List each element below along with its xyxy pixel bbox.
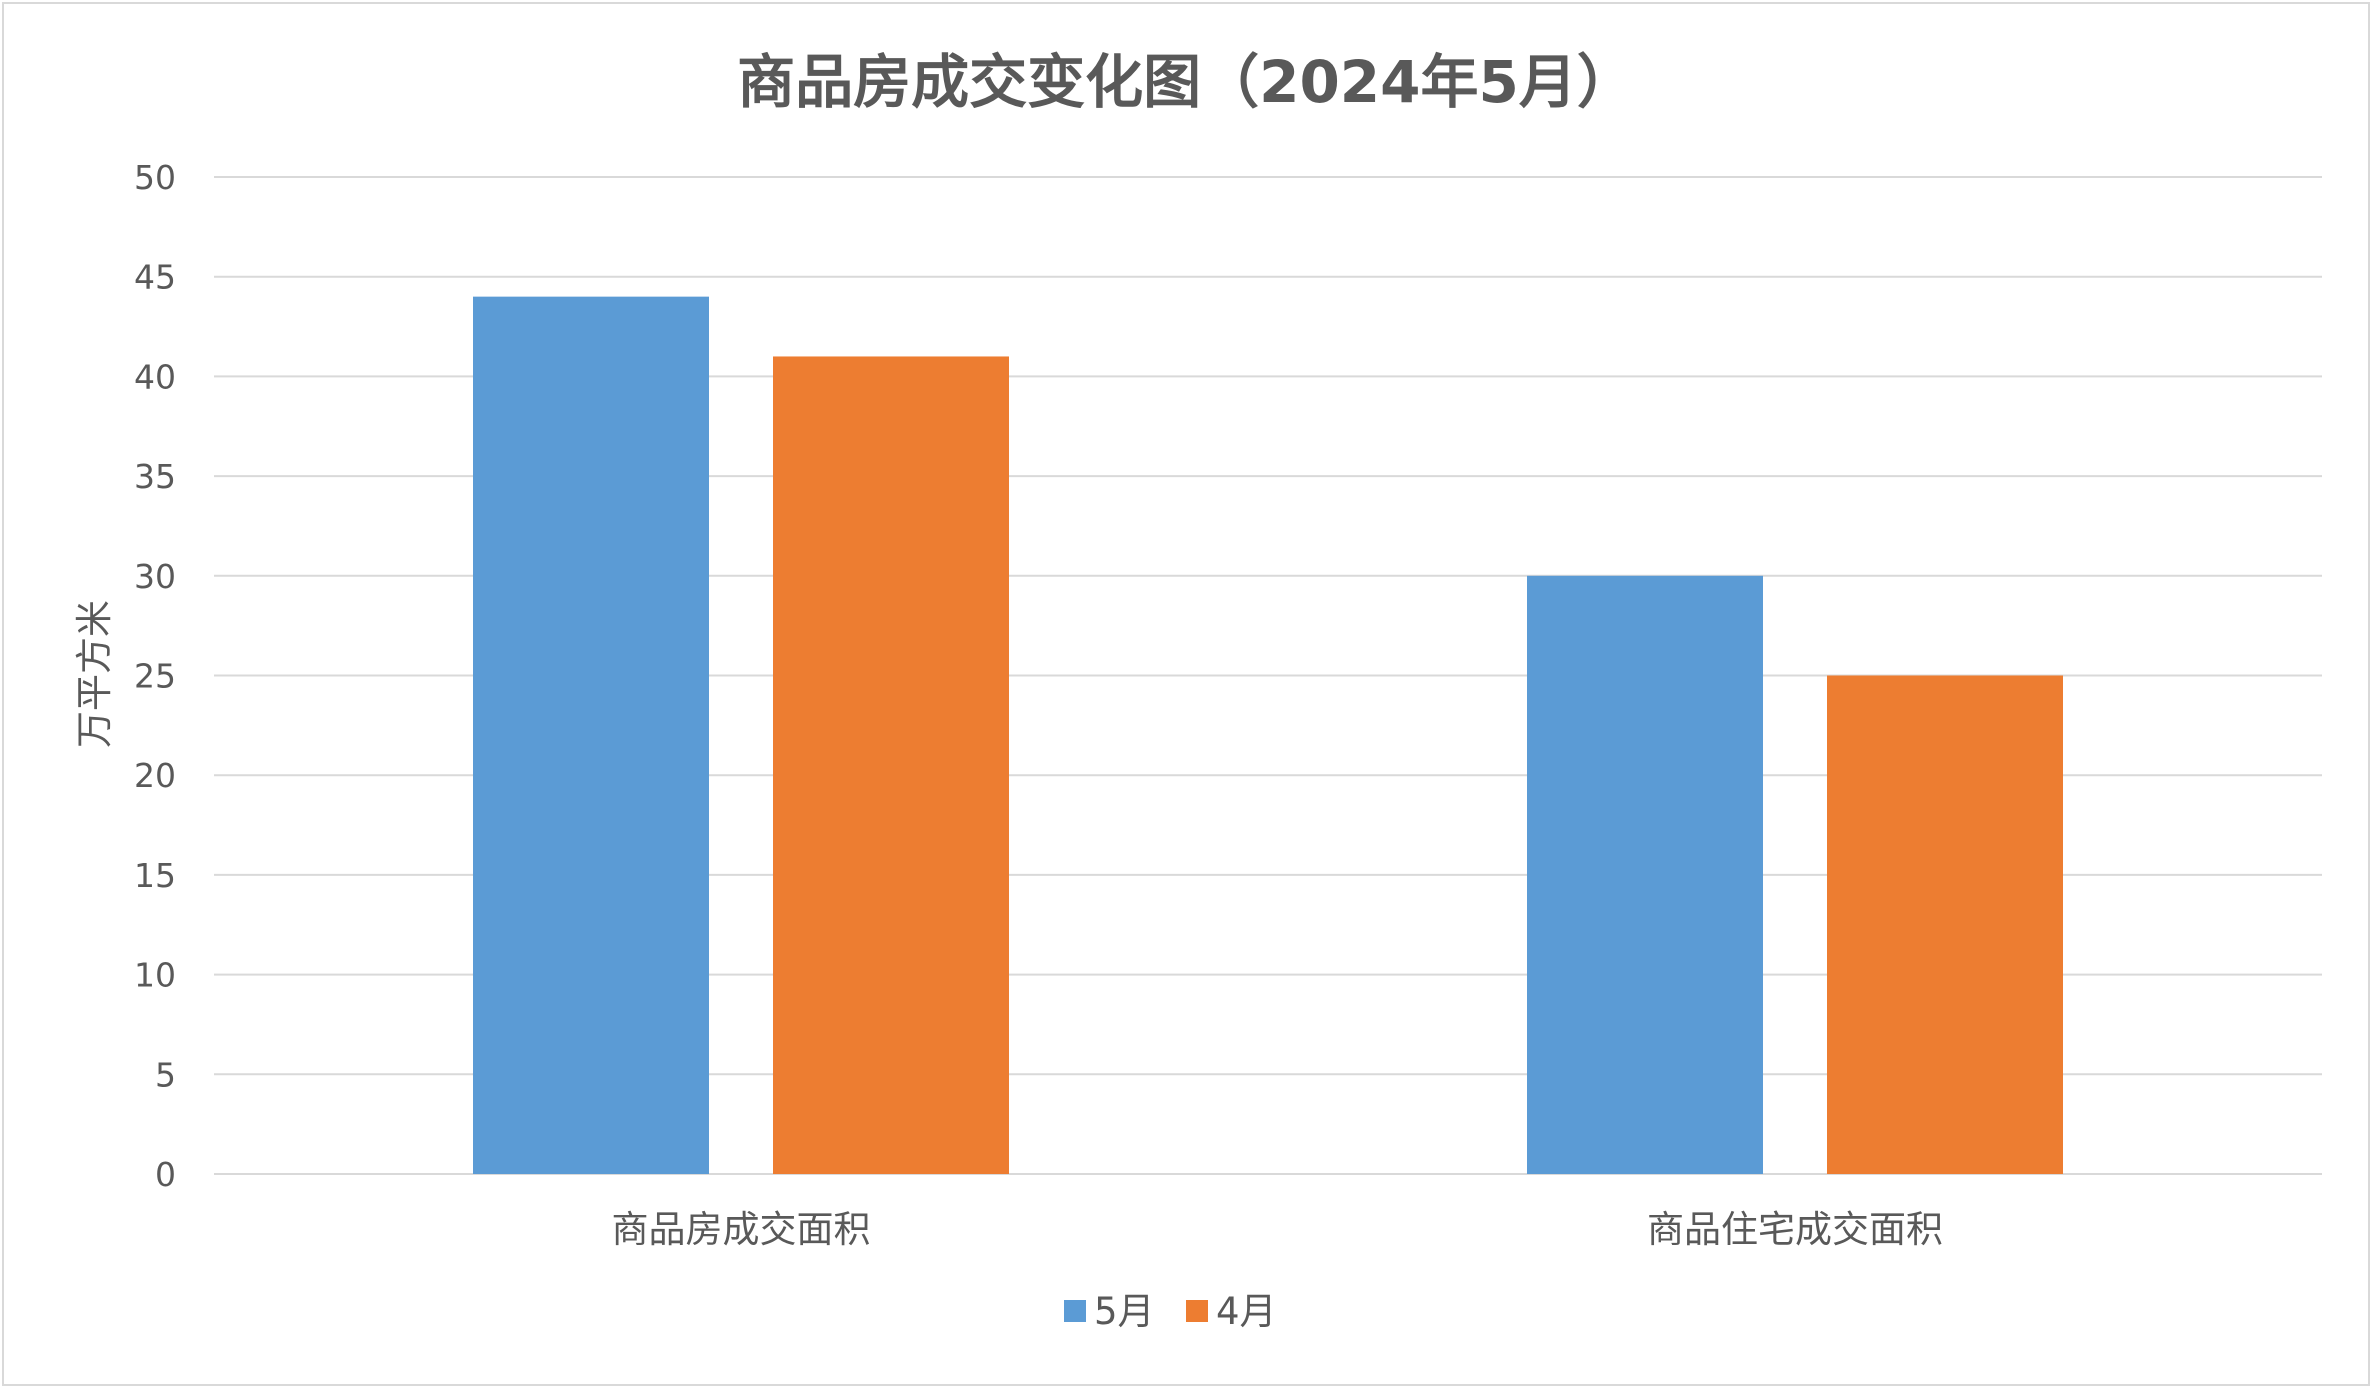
bars [473, 296, 2063, 1175]
bar-chart: 商品房成交变化图（2024年5月） 万平方米 0 5 10 15 20 25 30 35 40 4… [73, 48, 2322, 1333]
y-tick-label: 35 [134, 457, 176, 496]
bar-2-2 [1827, 675, 2063, 1174]
y-tick-label: 45 [134, 258, 176, 297]
legend-swatch [1186, 1300, 1208, 1322]
bar-2-1 [773, 356, 1009, 1175]
y-tick-label: 5 [155, 1055, 176, 1094]
legend-label: 4月 [1216, 1290, 1277, 1333]
legend-swatch [1064, 1300, 1086, 1322]
y-tick-label: 15 [134, 856, 176, 895]
y-tick-label: 50 [134, 158, 176, 197]
y-axis-ticks: 0 5 10 15 20 25 30 35 40 45 50 [134, 158, 176, 1194]
x-axis-categories: 商品房成交面积 商品住宅成交面积 [612, 1208, 1944, 1251]
bar-1-2 [1527, 575, 1763, 1174]
chart-title: 商品房成交变化图（2024年5月） [737, 48, 1635, 116]
y-tick-label: 25 [134, 657, 176, 696]
y-tick-label: 40 [134, 357, 176, 396]
legend: 5月 4月 [1064, 1290, 1277, 1333]
x-category-label: 商品住宅成交面积 [1647, 1208, 1943, 1251]
y-tick-label: 30 [134, 557, 176, 596]
y-tick-label: 10 [134, 956, 176, 995]
legend-label: 5月 [1094, 1290, 1155, 1333]
y-tick-label: 0 [155, 1155, 176, 1194]
y-axis-title: 万平方米 [73, 600, 116, 748]
bar-1-1 [473, 296, 709, 1174]
x-category-label: 商品房成交面积 [612, 1208, 871, 1251]
y-tick-label: 20 [134, 756, 176, 795]
